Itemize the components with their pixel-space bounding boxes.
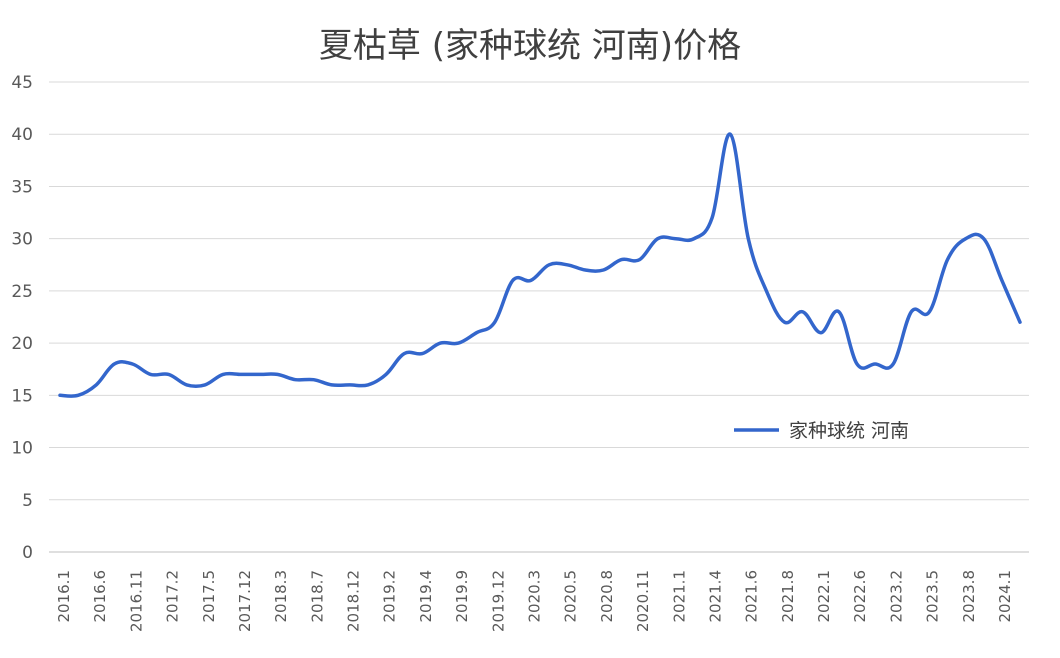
x-tick-label: 2020.8: [598, 570, 616, 623]
x-tick-label: 2021.8: [779, 570, 797, 623]
gridlines: [49, 81, 1029, 553]
x-tick-label: 2023.5: [924, 570, 942, 623]
x-tick-label: 2018.3: [272, 570, 290, 623]
x-tick-label: 2023.2: [887, 570, 905, 623]
x-tick-label: 2016.1: [55, 570, 73, 623]
y-tick-label: 15: [11, 386, 33, 406]
chart-title: 夏枯草 (家种球统 河南)价格: [318, 26, 742, 66]
x-tick-label: 2021.1: [670, 570, 688, 623]
x-tick-label: 2017.5: [200, 570, 218, 623]
x-tick-label: 2020.5: [562, 570, 580, 623]
x-tick-label: 2023.8: [960, 570, 978, 623]
x-tick-label: 2016.6: [91, 570, 109, 623]
x-tick-label: 2020.11: [634, 570, 652, 632]
y-axis-ticks: 0 5 10 15 20 25 30 35 40 45: [11, 73, 33, 563]
x-tick-label: 2019.12: [489, 570, 507, 632]
x-tick-label: 2019.2: [381, 570, 399, 623]
series-layer: [58, 132, 1022, 398]
y-tick-label: 20: [11, 334, 33, 354]
x-axis-ticks: 2016.1 2016.6 2016.11 2017.2 2017.5 2017.12 20…: [55, 570, 1014, 632]
y-tick-label: 25: [11, 282, 33, 302]
y-tick-label: 45: [11, 73, 33, 93]
x-tick-label: 2016.11: [127, 570, 145, 632]
x-tick-label: 2022.1: [815, 570, 833, 623]
x-tick-label: 2024.1: [996, 570, 1014, 623]
series-line: [58, 132, 1022, 398]
x-tick-label: 2022.6: [851, 570, 869, 623]
x-tick-label: 2017.12: [236, 570, 254, 632]
y-tick-label: 5: [22, 491, 33, 511]
legend: 家种球统 河南: [734, 420, 909, 442]
y-tick-label: 40: [11, 125, 33, 145]
x-tick-label: 2018.7: [308, 570, 326, 623]
y-tick-label: 10: [11, 439, 33, 459]
y-tick-label: 0: [22, 543, 33, 563]
legend-label: 家种球统 河南: [789, 420, 909, 442]
y-tick-label: 35: [11, 177, 33, 197]
x-tick-label: 2019.9: [453, 570, 471, 623]
x-tick-label: 2019.4: [417, 570, 435, 623]
x-tick-label: 2018.12: [345, 570, 363, 632]
x-tick-label: 2021.4: [706, 570, 724, 623]
y-tick-label: 30: [11, 230, 33, 250]
x-tick-label: 2021.6: [743, 570, 761, 623]
x-tick-label: 2020.3: [526, 570, 544, 623]
x-tick-label: 2017.2: [164, 570, 182, 623]
